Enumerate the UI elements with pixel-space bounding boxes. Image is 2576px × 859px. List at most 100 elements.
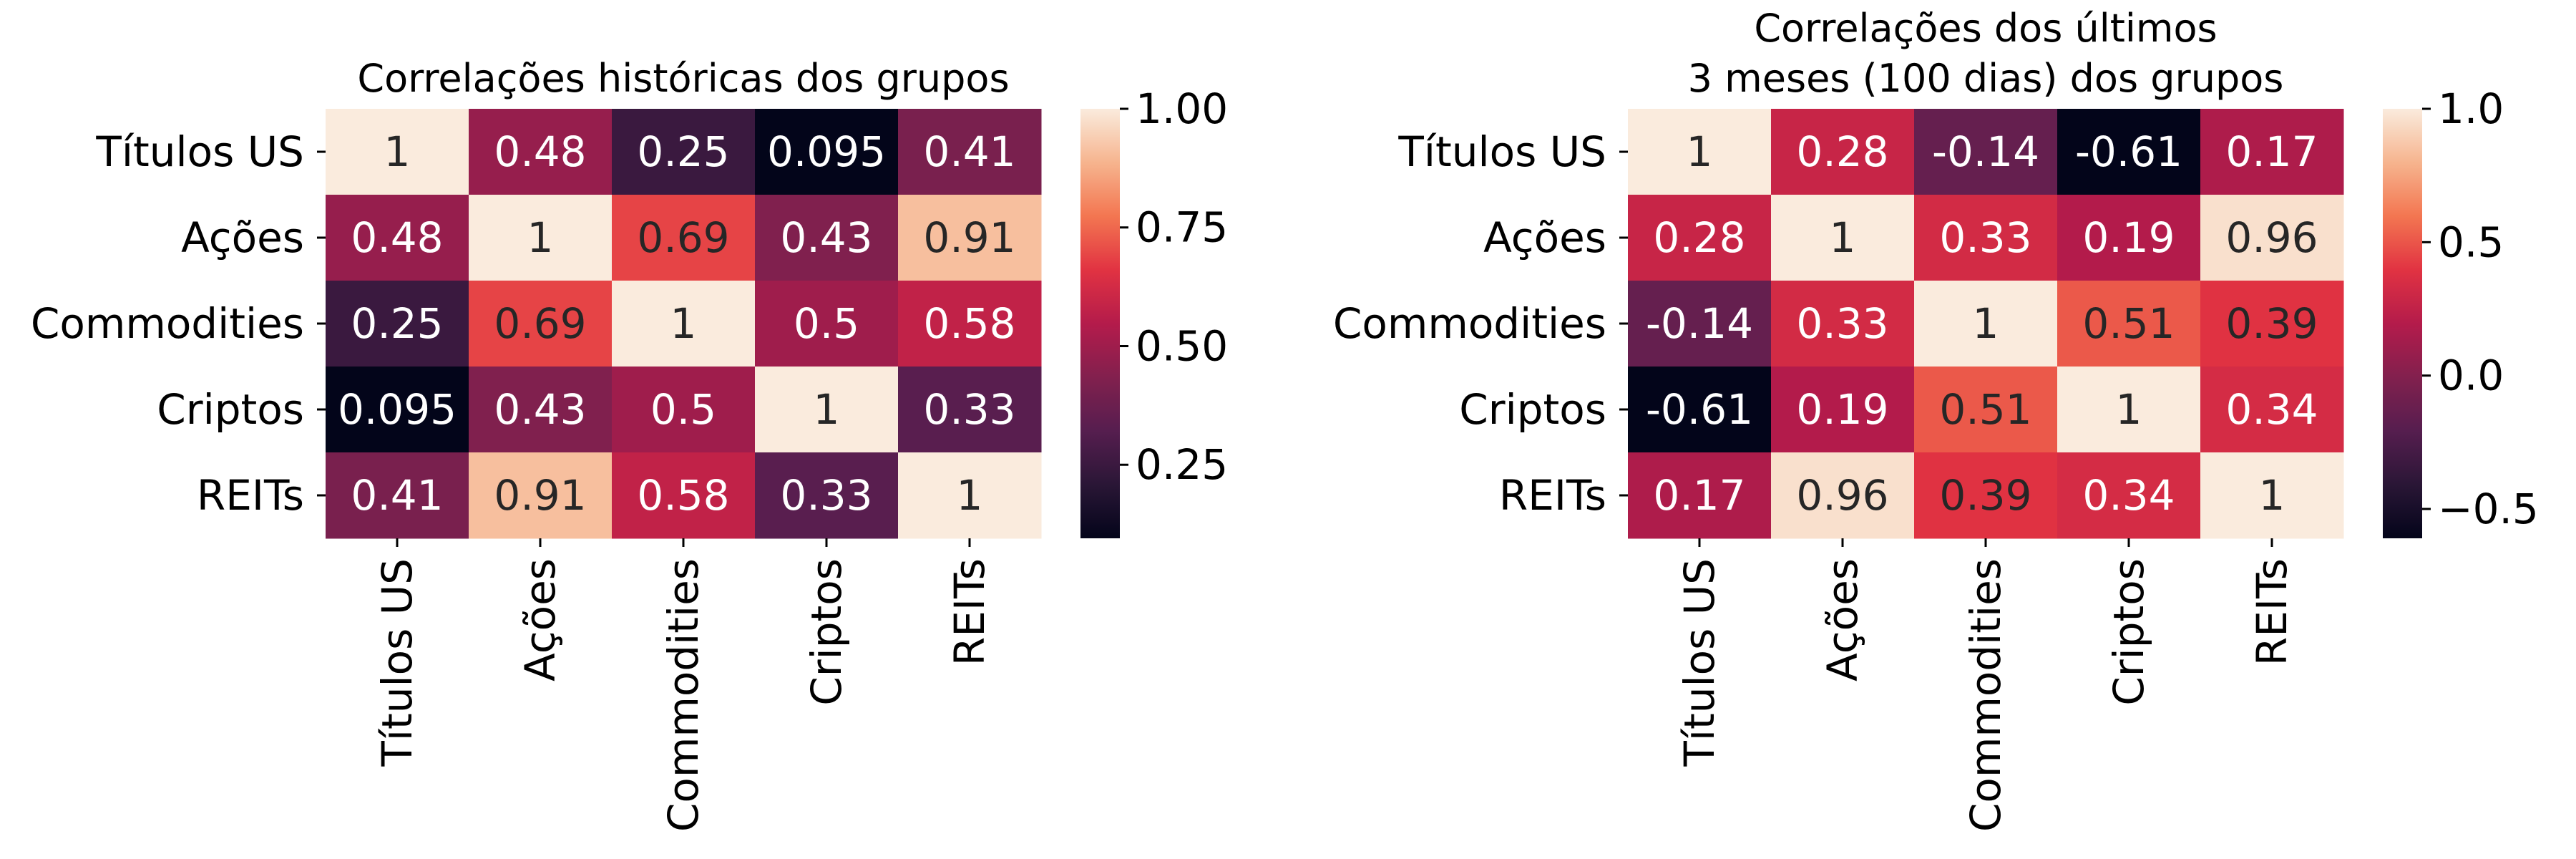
cell-value-label: 0.34 bbox=[2082, 471, 2175, 520]
heatmap-cell-reits-commodities bbox=[612, 452, 756, 539]
cell-value-label: 0.33 bbox=[1939, 213, 2031, 262]
cell-value-label: 0.33 bbox=[780, 471, 872, 520]
heatmap-cell-reits-criptos bbox=[755, 452, 899, 539]
heatmap-cell-reits-criptos bbox=[2057, 452, 2201, 539]
heatmap-cell-commodities-criptos bbox=[2057, 281, 2201, 367]
heatmap-cell-criptos-acoes bbox=[1771, 367, 1915, 453]
heatmap-cell-reits-reits bbox=[2200, 452, 2344, 539]
x-tick-label-criptos: Criptos bbox=[802, 558, 851, 706]
cell-value-label: 0.58 bbox=[923, 299, 1015, 348]
heatmap-cell-commodities-commodities bbox=[1914, 281, 2058, 367]
heatmap-cell-criptos-reits bbox=[2200, 367, 2344, 453]
heatmap-cell-commodities-acoes bbox=[469, 281, 613, 367]
heatmap-cell-titulos-us-titulos-us bbox=[326, 109, 469, 195]
colorbar-tick-label: 1.00 bbox=[1136, 84, 1228, 133]
cell-value-label: 0.25 bbox=[351, 299, 443, 348]
cell-value-label: 0.43 bbox=[780, 213, 872, 262]
colorbar-tick-label: 1.0 bbox=[2438, 84, 2504, 133]
heatmap-cell-reits-acoes bbox=[1771, 452, 1915, 539]
cell-value-label: 1 bbox=[384, 127, 411, 176]
heatmap-cell-criptos-titulos-us bbox=[326, 367, 469, 453]
y-tick-label-commodities: Commodities bbox=[1333, 299, 1606, 348]
cell-value-label: 0.51 bbox=[2082, 299, 2175, 348]
heatmap-cell-criptos-titulos-us bbox=[1628, 367, 1772, 453]
heatmap-cell-acoes-titulos-us bbox=[326, 195, 469, 281]
x-tick-label-reits: REITs bbox=[945, 558, 994, 666]
heatmap-cell-acoes-criptos bbox=[755, 195, 899, 281]
heatmap-cell-acoes-commodities bbox=[1914, 195, 2058, 281]
heatmap-cell-acoes-commodities bbox=[612, 195, 756, 281]
heatmap-cell-commodities-titulos-us bbox=[326, 281, 469, 367]
cell-value-label: 0.34 bbox=[2225, 385, 2318, 434]
cell-value-label: 0.43 bbox=[494, 385, 586, 434]
heatmap-cell-reits-titulos-us bbox=[1628, 452, 1772, 539]
cell-value-label: 0.69 bbox=[494, 299, 586, 348]
cell-value-label: 0.095 bbox=[338, 385, 457, 434]
heatmap-cell-criptos-commodities bbox=[612, 367, 756, 453]
x-tick-label-commodities: Commodities bbox=[659, 558, 708, 832]
cell-value-label: 0.91 bbox=[494, 471, 586, 520]
cell-value-label: 1 bbox=[2259, 471, 2285, 520]
x-tick-label-acoes: Ações bbox=[516, 558, 565, 681]
cell-value-label: 0.19 bbox=[2082, 213, 2175, 262]
cell-value-label: 1 bbox=[814, 385, 840, 434]
colorbar bbox=[2383, 109, 2422, 538]
heatmap-cell-titulos-us-reits bbox=[2200, 109, 2344, 195]
heatmap-cell-titulos-us-criptos bbox=[2057, 109, 2201, 195]
cell-value-label: 0.41 bbox=[923, 127, 1015, 176]
cell-value-label: 1 bbox=[957, 471, 983, 520]
heatmap-cell-titulos-us-reits bbox=[898, 109, 1042, 195]
cell-value-label: 0.095 bbox=[767, 127, 886, 176]
y-tick-label-reits: REITs bbox=[1499, 471, 1606, 520]
cell-value-label: 0.19 bbox=[1796, 385, 1888, 434]
y-tick-label-reits: REITs bbox=[197, 471, 304, 520]
cell-value-label: 0.96 bbox=[1796, 471, 1888, 520]
cell-value-label: 0.28 bbox=[1796, 127, 1888, 176]
colorbar-tick-label: −0.5 bbox=[2438, 485, 2539, 533]
y-tick-label-titulos-us: Títulos US bbox=[1397, 127, 1606, 176]
x-tick-label-titulos-us: Títulos US bbox=[1675, 558, 1724, 767]
x-tick-label-titulos-us: Títulos US bbox=[373, 558, 421, 767]
cell-value-label: 0.96 bbox=[2225, 213, 2318, 262]
heatmap-cell-acoes-criptos bbox=[2057, 195, 2201, 281]
cell-value-label: 0.33 bbox=[923, 385, 1015, 434]
colorbar-tick-label: 0.0 bbox=[2438, 351, 2504, 400]
cell-value-label: 0.5 bbox=[650, 385, 716, 434]
heatmap-cell-titulos-us-commodities bbox=[612, 109, 756, 195]
cell-value-label: 0.51 bbox=[1939, 385, 2031, 434]
heatmap-cell-criptos-criptos bbox=[2057, 367, 2201, 453]
heatmap-cell-criptos-criptos bbox=[755, 367, 899, 453]
cell-value-label: 0.28 bbox=[1653, 213, 1745, 262]
cell-value-label: 0.58 bbox=[637, 471, 729, 520]
heatmap-cell-commodities-titulos-us bbox=[1628, 281, 1772, 367]
cell-value-label: 0.48 bbox=[494, 127, 586, 176]
y-tick-label-titulos-us: Títulos US bbox=[95, 127, 304, 176]
heatmap-cell-commodities-commodities bbox=[612, 281, 756, 367]
y-tick-label-criptos: Criptos bbox=[157, 385, 304, 434]
x-tick-label-acoes: Ações bbox=[1818, 558, 1867, 681]
colorbar-tick-label: 0.25 bbox=[1136, 440, 1228, 489]
cell-value-label: -0.14 bbox=[1932, 127, 2039, 176]
heatmap-cell-commodities-criptos bbox=[755, 281, 899, 367]
cell-value-label: -0.14 bbox=[1646, 299, 1753, 348]
heatmap-cell-titulos-us-acoes bbox=[469, 109, 613, 195]
cell-value-label: 1 bbox=[2116, 385, 2142, 434]
chart-title-line: 3 meses (100 dias) dos grupos bbox=[1688, 56, 2284, 101]
heatmap-cell-reits-acoes bbox=[469, 452, 613, 539]
cell-value-label: 0.5 bbox=[794, 299, 859, 348]
y-tick-label-criptos: Criptos bbox=[1459, 385, 1606, 434]
heatmap-cell-titulos-us-criptos bbox=[755, 109, 899, 195]
heatmap-cell-commodities-reits bbox=[2200, 281, 2344, 367]
chart-title-line: Correlações históricas dos grupos bbox=[357, 56, 1009, 101]
cell-value-label: 1 bbox=[527, 213, 554, 262]
y-tick-label-commodities: Commodities bbox=[31, 299, 304, 348]
heatmap-cell-titulos-us-commodities bbox=[1914, 109, 2058, 195]
y-tick-label-acoes: Ações bbox=[1483, 213, 1606, 262]
cell-value-label: 1 bbox=[670, 299, 697, 348]
heatmap-cell-commodities-acoes bbox=[1771, 281, 1915, 367]
cell-value-label: 0.17 bbox=[1653, 471, 1745, 520]
colorbar-tick-label: 0.5 bbox=[2438, 218, 2504, 266]
heatmap-cell-acoes-acoes bbox=[469, 195, 613, 281]
x-tick-label-reits: REITs bbox=[2248, 558, 2296, 666]
cell-value-label: -0.61 bbox=[1646, 385, 1753, 434]
